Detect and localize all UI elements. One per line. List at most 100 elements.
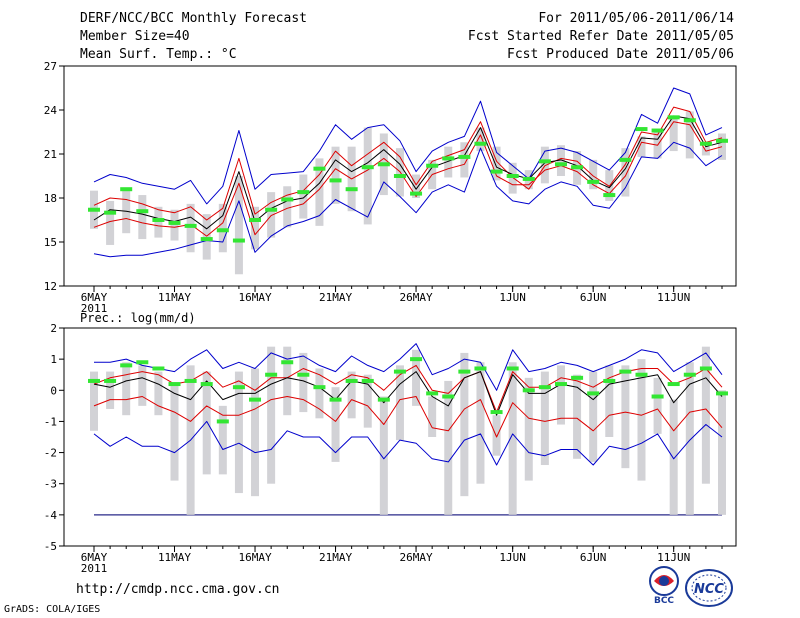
temp-xtick-label: 26MAY bbox=[399, 291, 432, 304]
temp-line-max bbox=[93, 87, 723, 205]
prec-xtick-label: 21MAY bbox=[319, 551, 352, 564]
prec-median-bar bbox=[168, 382, 181, 387]
temp-spread-box bbox=[540, 146, 549, 184]
prec-median-bar bbox=[571, 375, 584, 380]
forecast-period: For 2011/05/06-2011/06/14 bbox=[538, 11, 734, 26]
prec-ytick-label: -4 bbox=[44, 509, 58, 522]
temp-median-bar bbox=[490, 169, 503, 174]
prec-spread-box bbox=[669, 399, 678, 515]
prec-spread-box bbox=[605, 365, 614, 437]
temp-spread-box bbox=[267, 192, 276, 238]
source-url[interactable]: http://cmdp.ncc.cma.gov.cn bbox=[76, 582, 280, 597]
forecast-produced-date: Fcst Produced Date 2011/05/06 bbox=[507, 47, 734, 62]
prec-median-bar bbox=[587, 391, 600, 396]
temp-xtick-year: 2011 bbox=[81, 302, 108, 315]
temp-spread-box bbox=[556, 145, 565, 176]
prec-spread-box bbox=[299, 352, 308, 413]
prec-spread-box bbox=[476, 362, 485, 484]
ncc-logo-text: NCC bbox=[694, 582, 724, 597]
grads-credit: GrADS: COLA/IGES bbox=[4, 604, 101, 615]
prec-spread-box bbox=[412, 349, 421, 406]
prec-spread-box bbox=[170, 384, 179, 481]
temp-median-bar bbox=[603, 193, 616, 198]
temp-spread-box bbox=[589, 159, 598, 190]
prec-xtick-year: 2011 bbox=[81, 562, 108, 575]
temp-spread-box bbox=[508, 162, 517, 194]
temp-median-bar bbox=[522, 176, 535, 181]
bcc-logo: BCC bbox=[649, 566, 679, 605]
prec-xtick-label: 6JUN bbox=[580, 551, 607, 564]
prec-median-bar bbox=[152, 366, 165, 371]
prec-spread-box bbox=[637, 359, 646, 481]
prec-spread-box bbox=[106, 371, 115, 409]
prec-spread-box bbox=[363, 374, 372, 428]
prec-median-bar bbox=[442, 394, 455, 399]
temp-spread-box bbox=[637, 136, 646, 157]
temp-median-bar bbox=[361, 165, 374, 170]
prec-xtick-label: 16MAY bbox=[238, 551, 271, 564]
temp-spread-box bbox=[685, 111, 694, 159]
prec-median-bar bbox=[522, 388, 535, 393]
temp-spread-box bbox=[718, 133, 726, 160]
prec-xtick-label: 6MAY bbox=[81, 551, 108, 564]
prec-median-bar bbox=[265, 372, 278, 377]
temp-xtick-label: 1JUN bbox=[499, 291, 526, 304]
temp-median-bar bbox=[377, 162, 390, 167]
prec-median-bar bbox=[216, 419, 229, 424]
temp-median-bar bbox=[281, 197, 294, 202]
temp-median-bar bbox=[683, 118, 696, 123]
temp-median-bar bbox=[667, 115, 680, 120]
prec-ytick-label: -5 bbox=[44, 540, 57, 553]
bcc-logo-text: BCC bbox=[654, 596, 674, 605]
prec-median-bar bbox=[716, 391, 728, 396]
prec-median-bar bbox=[667, 382, 680, 387]
variable-label: Mean Surf. Temp.: °C bbox=[80, 47, 237, 62]
prec-spread-box bbox=[460, 352, 469, 497]
prec-line-lower bbox=[93, 396, 723, 438]
temp-median-bar bbox=[104, 210, 117, 215]
temp-median-bar bbox=[345, 187, 358, 192]
temp-median-bar bbox=[716, 138, 728, 143]
prec-spread-box bbox=[508, 362, 517, 515]
prec-ytick-label: 1 bbox=[50, 353, 57, 366]
temp-ytick-label: 27 bbox=[44, 60, 57, 73]
prec-median-bar bbox=[619, 369, 632, 374]
prec-median-bar bbox=[281, 360, 294, 365]
prec-spread-box bbox=[685, 362, 694, 515]
temp-median-bar bbox=[538, 159, 551, 164]
temp-xtick-label: 16MAY bbox=[238, 291, 271, 304]
prec-median-bar bbox=[200, 382, 213, 387]
temp-median-bar bbox=[619, 157, 632, 162]
temp-median-bar bbox=[393, 174, 406, 178]
temp-spread-box bbox=[299, 174, 308, 219]
prec-ytick-label: -2 bbox=[44, 447, 57, 460]
temp-ytick-label: 12 bbox=[44, 280, 57, 293]
temp-spread-box bbox=[218, 203, 227, 253]
prec-ytick-label: -1 bbox=[44, 415, 57, 428]
temp-median-bar bbox=[458, 154, 471, 159]
temp-spread-box bbox=[363, 127, 372, 225]
prec-median-bar bbox=[426, 391, 439, 396]
chart-title: DERF/NCC/BCC Monthly Forecast bbox=[80, 11, 307, 26]
temp-median-bar bbox=[297, 190, 310, 195]
prec-median-bar bbox=[603, 378, 616, 383]
prec-median-bar bbox=[345, 378, 358, 383]
prec-spread-box bbox=[395, 365, 404, 441]
temp-spread-box bbox=[170, 209, 179, 241]
temp-median-bar bbox=[587, 179, 600, 184]
temp-median-bar bbox=[442, 156, 455, 161]
prec-xtick-label: 11MAY bbox=[158, 551, 191, 564]
temp-line-min bbox=[93, 141, 723, 258]
prec-spread-box bbox=[718, 390, 726, 515]
prec-median-bar bbox=[104, 378, 117, 383]
prec-spread-box bbox=[589, 371, 598, 462]
prec-median-bar bbox=[683, 372, 696, 377]
prec-line-max bbox=[94, 343, 723, 391]
prec-spread-box bbox=[90, 371, 98, 431]
member-size-label: Member Size=40 bbox=[80, 29, 190, 44]
temp-spread-box bbox=[154, 206, 163, 238]
prec-xtick-label: 26MAY bbox=[399, 551, 432, 564]
prec-spread-box bbox=[573, 374, 582, 459]
temp-ytick-label: 18 bbox=[44, 192, 57, 205]
